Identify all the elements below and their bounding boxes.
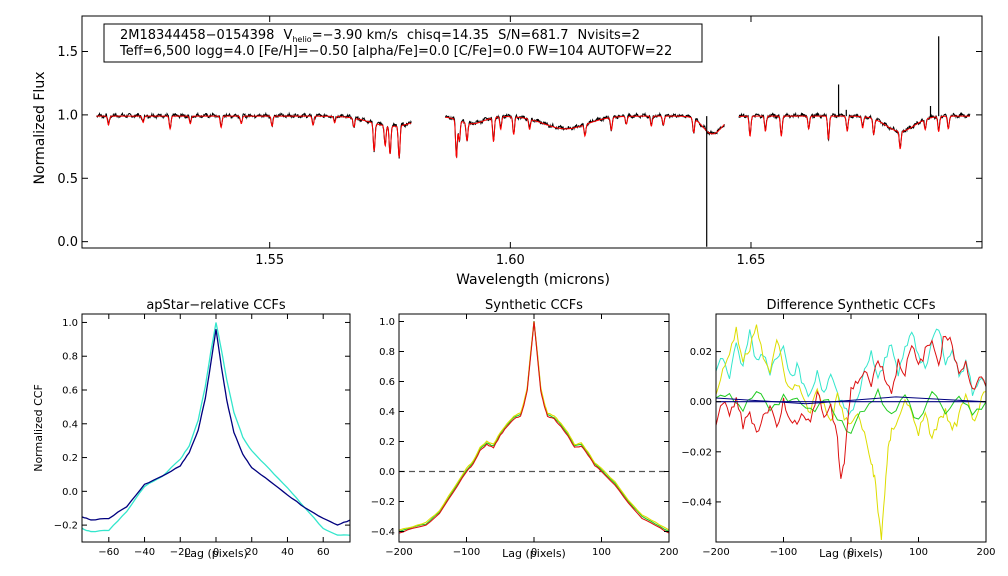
model-spectrum-chip-2 [445,115,725,159]
synthetic-ccf-frame [398,313,670,543]
nvisits-value: Nvisits=2 [578,28,640,43]
spectrum-header-line2: Teff=6,500 logg=4.0 [Fe/H]=−0.50 [alpha/… [119,44,672,59]
difference-red-line [715,335,987,479]
apstar-ccf-title: apStar−relative CCFs [146,298,286,313]
vhelio-label: V [283,28,292,43]
x-tick-label: 200 [976,547,995,558]
x-tick-label: −40 [134,547,155,558]
difference-ccf-ticks: −200 −100 0 100 200 −0.04 −0.02 0.00 0.02 [681,314,996,558]
x-tick-label: 1.55 [255,253,284,268]
spectrum-xlabel: Wavelength (microns) [456,272,610,288]
synthetic-ccf-xlabel: Lag (pixels) [502,547,566,560]
synthetic-green-line [398,321,670,533]
apstar-ccf-series-group [81,322,351,536]
y-tick-label: 1.0 [62,318,78,329]
y-tick-label: 0.0 [62,487,78,498]
synthetic-ccf-title: Synthetic CCFs [485,298,583,313]
x-tick-label: 0 [848,547,854,558]
model-spectrum-chip-3 [738,115,970,150]
y-tick-label: 1.0 [57,108,78,123]
spectrum-ylabel: Normalized Flux [32,72,48,185]
snr-value: S/N=681.7 [498,28,568,43]
apstar-ccf-panel: apStar−relative CCFs −60 −40 −20 0 20 40 60 −0.… [32,298,351,560]
x-tick-label: 0 [213,547,219,558]
difference-yellow-line [715,324,987,541]
x-tick-label: 1.65 [737,253,766,268]
spectrum-header-line1: 2M18344458−0154398 Vhelio=−3.90 km/s chisq… [120,28,640,44]
y-tick-label: −0.04 [681,497,712,508]
spectrum-plot-frame [81,15,983,249]
ccf-navy-line [81,329,351,526]
y-tick-label: −0.2 [371,497,395,508]
x-tick-label: 200 [659,547,678,558]
x-tick-label: −200 [385,547,412,558]
apstar-ccf-ticks: −60 −40 −20 0 20 40 60 −0.2 0.0 0.2 0.4 0.6 0.8 1.0 [54,314,350,558]
y-tick-label: 0.2 [379,437,395,448]
x-tick-label: 1.60 [496,253,525,268]
x-tick-label: 60 [317,547,330,558]
y-tick-label: 0.8 [379,347,395,358]
apstar-ccf-ylabel: Normalized CCF [32,384,45,472]
chisq-value: chisq=14.35 [407,28,489,43]
difference-ccf-xlabel: Lag (pixels) [819,547,883,560]
x-tick-label: 100 [909,547,928,558]
y-tick-label: −0.02 [681,447,712,458]
difference-ccf-series-group [715,324,987,541]
vhelio-subscript: helio [292,35,311,44]
synthetic-ccf-panel: Synthetic CCFs −200 −100 0 100 200 −0.4 −0.2 0.… [371,298,679,560]
star-id: 2M18344458−0154398 [120,28,274,43]
synthetic-red-line [398,321,670,534]
difference-ccf-title: Difference Synthetic CCFs [766,298,935,313]
ccf-cyan-line [81,322,351,536]
spectrum-ticks: 1.55 1.60 1.65 0.0 0.5 1.0 1.5 [57,16,982,268]
synthetic-yellow-line [398,321,670,531]
difference-green-line [715,387,987,435]
y-tick-label: 0.6 [62,386,78,397]
x-tick-label: −100 [453,547,480,558]
y-tick-label: 0.2 [62,453,78,464]
model-spectrum-chip-1 [96,115,412,158]
y-tick-label: 0.4 [62,419,78,430]
x-tick-label: −60 [98,547,119,558]
synthetic-ccf-ticks: −200 −100 0 100 200 −0.4 −0.2 0.0 0.2 0.4 0.6 0.8 1.… [371,314,679,558]
y-tick-label: 0.0 [379,467,395,478]
apstar-ccf-xlabel: Lag (pixels) [184,547,248,560]
y-tick-label: 0.0 [57,235,78,250]
y-tick-label: 0.5 [57,172,78,187]
y-tick-label: −0.2 [54,521,78,532]
difference-navy-line [715,396,987,405]
difference-cyan-line [715,328,987,417]
synthetic-ccf-series-group [398,321,670,534]
x-tick-label: 20 [245,547,258,558]
spectrum-panel: 1.55 1.60 1.65 0.0 0.5 1.0 1.5 2M18344458−0154… [32,15,983,288]
difference-ccf-frame [715,313,987,543]
y-tick-label: 1.0 [379,317,395,328]
x-tick-label: 0 [531,547,537,558]
y-tick-label: −0.4 [371,527,395,538]
x-tick-label: 100 [592,547,611,558]
x-tick-label: 40 [281,547,294,558]
y-tick-label: 0.6 [379,377,395,388]
x-tick-label: −100 [770,547,797,558]
x-tick-label: −20 [170,547,191,558]
x-tick-label: −200 [702,547,729,558]
y-tick-label: 1.5 [57,45,78,60]
apstar-ccf-frame [81,313,351,543]
observed-spectrum-chip-3 [738,111,971,149]
difference-ccf-panel: Difference Synthetic CCFs −200 −100 0 100 20… [681,298,995,560]
y-tick-label: 0.02 [690,347,712,358]
spectrum-series-group [96,36,971,247]
spectrum-header-box [103,23,703,63]
y-tick-label: 0.8 [62,352,78,363]
y-tick-label: 0.4 [379,407,395,418]
vhelio-value: =−3.90 km/s [312,28,398,43]
y-tick-label: 0.00 [690,397,712,408]
